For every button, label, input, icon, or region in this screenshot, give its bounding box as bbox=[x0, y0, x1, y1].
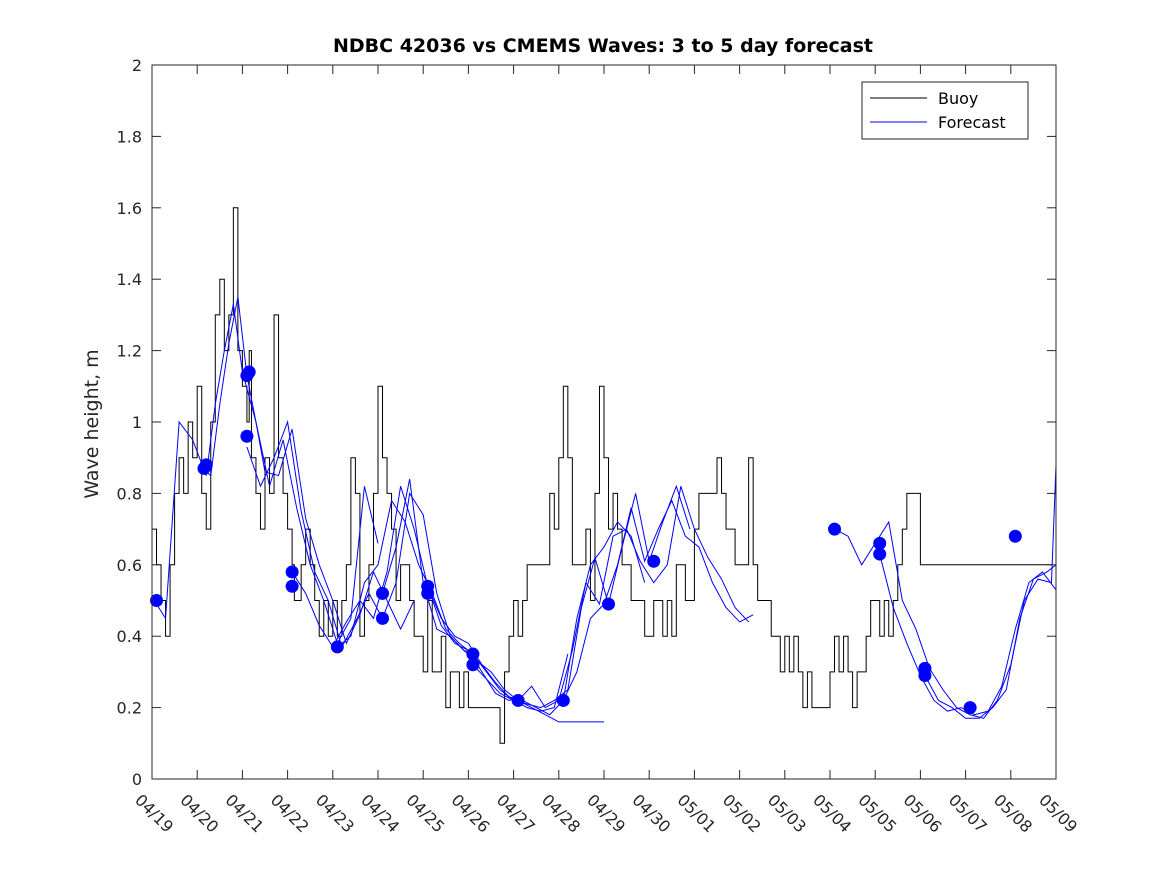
y-tick-label: 1.2 bbox=[117, 342, 142, 361]
forecast-line bbox=[337, 499, 569, 712]
forecast-marker bbox=[421, 586, 435, 600]
forecast-marker bbox=[466, 658, 480, 672]
forecast-marker bbox=[466, 647, 480, 661]
forecast-marker bbox=[285, 579, 299, 593]
forecast-marker bbox=[150, 594, 164, 607]
forecast-markers bbox=[150, 365, 1022, 715]
forecast-marker bbox=[602, 597, 616, 611]
forecast-line bbox=[382, 479, 604, 723]
legend-box bbox=[861, 81, 1029, 140]
y-axis: 0 0.2 0.4 0.6 0.8 1 1.2 1.4 1.6 1.8 2 bbox=[117, 56, 1056, 789]
legend: Buoy Forecast bbox=[861, 81, 1029, 140]
buoy-line bbox=[152, 207, 1052, 744]
forecast-marker bbox=[285, 565, 299, 579]
y-tick-label: 1.4 bbox=[117, 270, 142, 289]
forecast-line bbox=[201, 296, 415, 645]
forecast-line bbox=[924, 564, 1056, 719]
forecast-marker bbox=[511, 693, 525, 707]
forecast-line bbox=[562, 499, 754, 701]
forecast-marker bbox=[556, 693, 570, 707]
y-tick-label: 1 bbox=[132, 413, 142, 432]
forecast-marker bbox=[828, 522, 842, 536]
forecast-line bbox=[291, 486, 523, 701]
forecast-marker bbox=[647, 554, 661, 568]
forecast-line bbox=[834, 464, 1056, 719]
forecast-marker bbox=[240, 429, 254, 443]
y-tick-label: 0 bbox=[132, 770, 142, 789]
forecast-marker bbox=[918, 668, 932, 682]
forecast-marker bbox=[963, 701, 977, 715]
forecast-marker bbox=[1008, 529, 1022, 543]
legend-buoy-label: Buoy bbox=[938, 89, 978, 108]
y-tick-label: 1.6 bbox=[117, 199, 142, 218]
y-tick-label: 0.8 bbox=[117, 484, 142, 503]
forecast-marker bbox=[873, 536, 887, 550]
forecast-series bbox=[153, 296, 1056, 723]
forecast-marker bbox=[199, 458, 213, 472]
y-tick-label: 0.2 bbox=[117, 699, 142, 718]
y-tick-label: 1.8 bbox=[117, 127, 142, 146]
forecast-marker bbox=[330, 640, 344, 654]
legend-forecast-label: Forecast bbox=[938, 113, 1006, 132]
y-tick-label: 0.6 bbox=[117, 556, 142, 575]
forecast-line bbox=[427, 521, 646, 716]
forecast-marker bbox=[873, 547, 887, 561]
forecast-marker bbox=[376, 586, 390, 600]
y-tick-label: 0.4 bbox=[117, 627, 142, 646]
buoy-series bbox=[152, 207, 1052, 744]
chart-title: NDBC 42036 vs CMEMS Waves: 3 to 5 day fo… bbox=[333, 35, 873, 57]
forecast-line bbox=[246, 420, 478, 655]
forecast-marker bbox=[376, 611, 390, 625]
y-axis-title: Wave height, m bbox=[81, 349, 103, 498]
forecast-line bbox=[517, 486, 750, 709]
forecast-marker bbox=[242, 365, 256, 379]
y-tick-label: 2 bbox=[132, 56, 142, 75]
